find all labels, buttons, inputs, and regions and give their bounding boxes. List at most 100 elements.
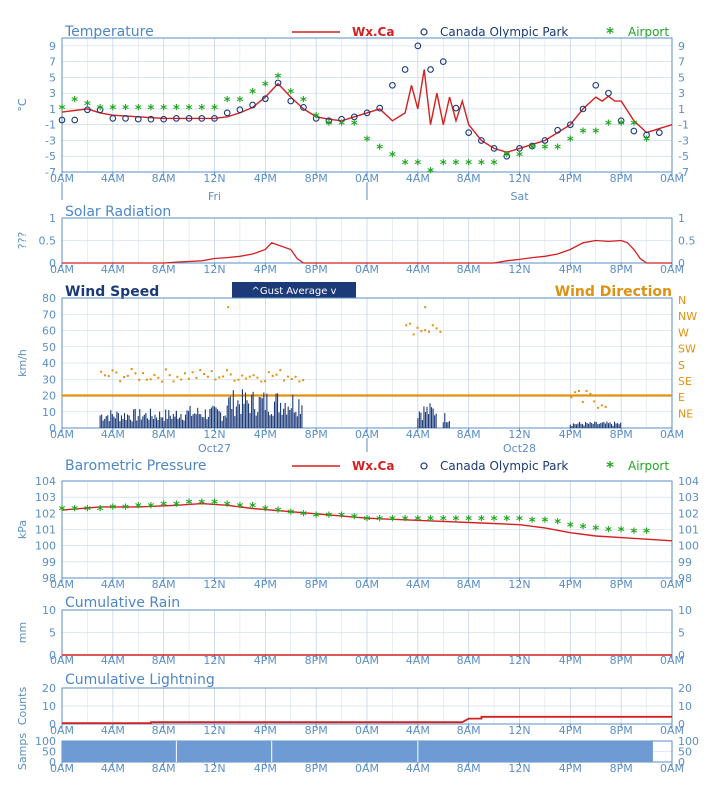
data-point-airport: *: [503, 514, 510, 529]
data-point-cop: [376, 104, 384, 112]
data-point-airport: *: [325, 119, 332, 134]
y-axis-label: km/h: [16, 349, 29, 377]
data-point-airport: *: [275, 506, 282, 521]
direction-tick-label: NE: [678, 407, 693, 420]
data-point-cop: [528, 142, 536, 150]
legend-label-cop: Canada Olympic Park: [440, 459, 568, 473]
x-tick-label: 8AM: [457, 263, 481, 276]
data-point-cop: [401, 66, 409, 73]
data-point-airport: *: [427, 166, 434, 181]
x-tick-label: 4AM: [406, 428, 430, 441]
x-tick-label: 12N: [203, 724, 225, 737]
x-tick-label: 8AM: [152, 578, 176, 591]
data-point-airport: *: [592, 524, 599, 539]
data-point-cop: [630, 127, 638, 135]
x-tick-label: 0AM: [50, 724, 74, 737]
wind-direction-dot: [597, 406, 600, 409]
wind-direction-dot: [126, 374, 129, 377]
x-tick-label: 8PM: [305, 263, 328, 276]
data-point-airport: *: [605, 119, 612, 134]
wind-direction-dot: [298, 380, 301, 383]
x-tick-label: 8AM: [457, 172, 481, 185]
x-tick-label: 8PM: [610, 578, 633, 591]
wind-direction-dot: [279, 369, 282, 372]
data-point-airport: *: [554, 517, 561, 532]
data-point-cop: [236, 106, 244, 114]
direction-tick-label: SW: [678, 343, 696, 356]
data-point-airport: *: [414, 514, 421, 529]
y-tick-label-right: -7: [678, 166, 689, 179]
wind-direction-dot: [161, 380, 164, 383]
y-tick-label: 98: [42, 572, 56, 585]
x-tick-label: 0AM: [660, 578, 684, 591]
chart-title-temperature: Temperature: [64, 24, 154, 40]
data-point-cop: [312, 115, 320, 122]
x-tick-label: 4PM: [254, 172, 277, 185]
x-tick-label: 12N: [508, 578, 530, 591]
chart-title-lightning: Cumulative Lightning: [65, 672, 215, 688]
data-point-airport: *: [478, 514, 485, 529]
data-point-airport: *: [643, 134, 650, 149]
y-tick-label-right: 0: [678, 649, 685, 662]
x-tick-label: 8PM: [610, 724, 633, 737]
data-point-airport: *: [491, 514, 498, 529]
y-tick-label: 10: [42, 700, 56, 713]
x-tick-label: 12N: [203, 172, 225, 185]
x-tick-label: 0AM: [50, 172, 74, 185]
series-line-solar: [62, 239, 672, 264]
x-tick-label: 0AM: [355, 578, 379, 591]
wind-direction-dot: [191, 371, 194, 374]
date-label: Oct28: [503, 442, 536, 455]
data-point-airport: *: [618, 525, 625, 540]
x-tick-label: 4PM: [559, 724, 582, 737]
wind-direction-dot: [570, 396, 573, 399]
data-point-airport: *: [249, 501, 256, 516]
data-point-airport: *: [630, 527, 637, 542]
data-point-airport: *: [287, 507, 294, 522]
series-line-lightning: [62, 715, 672, 724]
data-point-cop: [261, 95, 269, 103]
data-point-airport: *: [122, 103, 129, 118]
y-tick-label-right: 1: [678, 103, 685, 116]
wind-direction-dot: [431, 324, 434, 327]
data-point-airport: *: [109, 103, 116, 118]
x-tick-label: 0AM: [50, 428, 74, 441]
y-tick-label: 5: [49, 71, 56, 84]
wind-direction-dot: [172, 380, 175, 383]
data-point-cop: [338, 115, 345, 123]
data-point-cop: [211, 115, 218, 122]
y-tick-label: 30: [42, 373, 56, 386]
x-tick-label: 4AM: [101, 762, 125, 775]
y-axis-label: Samps: [16, 733, 29, 770]
wind-direction-dot: [164, 368, 167, 371]
y-tick-label: 0: [49, 756, 56, 769]
y-tick-label-right: 5: [678, 627, 685, 640]
x-tick-label: 0AM: [50, 263, 74, 276]
x-tick-label: 12N: [508, 762, 530, 775]
data-point-cop: [516, 145, 523, 152]
wind-direction-dot: [218, 376, 221, 379]
wind-direction-dot: [589, 392, 592, 395]
x-tick-label: 0AM: [355, 762, 379, 775]
y-tick-label: -7: [45, 166, 56, 179]
y-tick-label: 0: [49, 422, 56, 435]
wind-direction-dot: [130, 367, 133, 370]
y-tick-label-right: 50: [678, 746, 692, 759]
wind-direction-dot: [424, 329, 427, 332]
data-point-airport: *: [71, 504, 78, 519]
data-point-airport: *: [224, 95, 231, 110]
data-point-airport: *: [567, 520, 574, 535]
wind-direction-dot: [115, 371, 118, 374]
x-tick-label: 4PM: [559, 263, 582, 276]
y-tick-label-right: 5: [678, 71, 685, 84]
y-tick-label-right: 10: [678, 604, 692, 617]
data-point-airport: *: [313, 111, 320, 126]
wind-direction-dot: [581, 401, 584, 404]
y-tick-label: 0: [49, 257, 56, 270]
x-tick-label: 8AM: [152, 724, 176, 737]
wind-direction-dot: [229, 373, 232, 376]
x-tick-label: 0AM: [660, 724, 684, 737]
y-tick-label: 0: [49, 718, 56, 731]
data-point-airport: *: [71, 95, 78, 110]
